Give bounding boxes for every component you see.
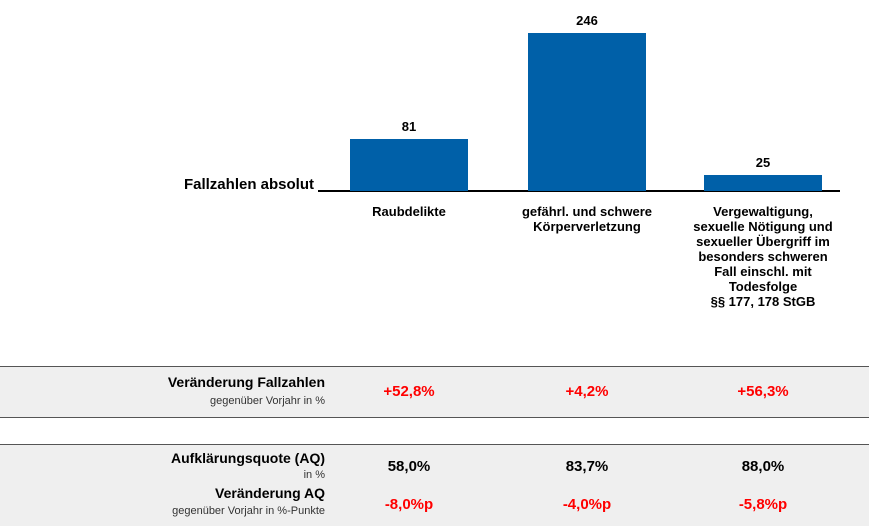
category-label: Vergewaltigung, sexuelle Nötigung und se… [693,204,833,309]
cell-value: +52,8% [383,383,435,400]
value-label: 81 [401,118,417,134]
row-label: Aufklärungsquote (AQ) [171,450,325,466]
category-label: Raubdelikte [372,204,446,219]
table-band [0,366,869,418]
baseline [318,190,840,192]
cell-value: 83,7% [565,458,609,475]
category-label: gefährl. und schwere Körperverletzung [521,204,653,234]
axis-label: Fallzahlen absolut [183,176,314,193]
table-band [0,444,869,526]
row-sublabel: gegenüber Vorjahr in %-Punkte [172,505,325,517]
bar [350,138,468,191]
cell-value: 88,0% [741,458,785,475]
bar [704,174,822,191]
row-label: Veränderung AQ [215,485,325,501]
cell-value: +56,3% [737,383,789,400]
row-sublabel: in % [303,469,325,481]
cell-value: 58,0% [387,458,431,475]
bar [528,33,646,191]
row-sublabel: gegenüber Vorjahr in % [210,395,325,407]
row-label: Veränderung Fallzahlen [167,374,325,390]
value-label: 246 [576,13,598,28]
cell-value: -5,8%p [738,496,788,513]
cell-value: -8,0%p [384,496,434,513]
value-label: 25 [755,154,771,170]
cell-value: -4,0%p [562,496,612,513]
cell-value: +4,2% [565,383,609,400]
